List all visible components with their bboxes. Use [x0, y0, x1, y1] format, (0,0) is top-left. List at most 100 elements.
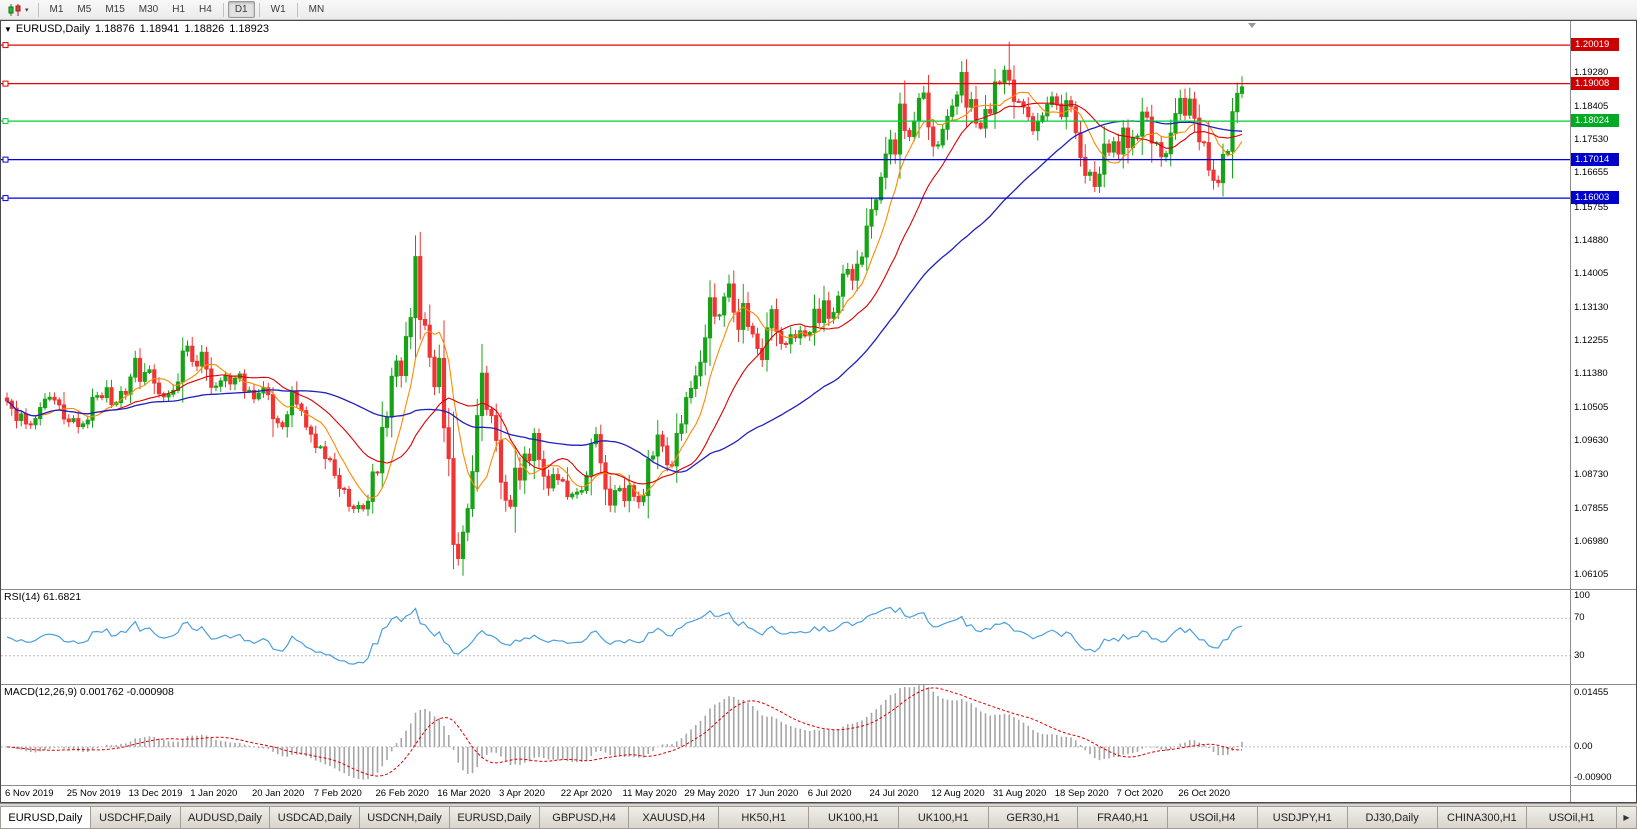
chart-window: ▼ EURUSD,Daily 1.18876 1.18941 1.18826 1.1892… [0, 20, 1637, 803]
time-axis-label: 3 Apr 2020 [499, 788, 545, 799]
window-tab-eurusd-daily[interactable]: EURUSD,Daily [0, 806, 91, 829]
price-axis-label: 1.06105 [1574, 569, 1609, 581]
price-axis-label: 1.06980 [1574, 536, 1609, 548]
price-axis-label: 1.19280 [1574, 67, 1609, 79]
window-tab-hk50-h1[interactable]: HK50,H1 [719, 806, 810, 829]
timeframe-button-m5[interactable]: M5 [77, 4, 92, 15]
price-axis-label: 1.14005 [1574, 268, 1609, 280]
timeframe-button-m30[interactable]: M30 [138, 4, 159, 15]
hline-price-tag: 1.17014 [1571, 152, 1619, 166]
toolbar-separator [296, 2, 298, 17]
macd-label: MACD(12,26,9) 0.001762 -0.000908 [4, 686, 174, 698]
time-axis-label: 29 May 2020 [684, 788, 740, 799]
time-axis-label: 17 Jun 2020 [746, 788, 799, 799]
timeframe-button-h4[interactable]: H4 [199, 4, 212, 15]
macd-plot[interactable]: MACD(12,26,9) 0.001762 -0.000908 [1, 685, 1570, 785]
rsi-pane: RSI(14) 61.6821 100 70 30 [1, 589, 1636, 684]
window-tab-uk100-h1[interactable]: UK100,H1 [809, 806, 899, 829]
price-axis-label: 1.14880 [1574, 234, 1609, 246]
window-tab-ger30-h1[interactable]: GER30,H1 [988, 806, 1079, 829]
chevron-down-icon: ▾ [25, 6, 29, 14]
time-axis-label: 20 Jan 2020 [252, 788, 305, 799]
candlestick-layer [1, 23, 1570, 576]
timeframe-button-w1[interactable]: W1 [270, 4, 286, 15]
timeframe-button-m15[interactable]: M15 [105, 4, 125, 15]
window-tab-dj30-daily[interactable]: DJ30,Daily [1347, 806, 1438, 829]
time-axis-label: 7 Oct 2020 [1116, 788, 1163, 799]
time-axis-label: 13 Dec 2019 [128, 788, 183, 799]
time-axis-label: 24 Jul 2020 [869, 788, 919, 799]
rsi-axis-label: 30 [1574, 649, 1585, 661]
price-axis[interactable]: 1.20019 1.19008 1.18024 1.17014 1.16003 1.192… [1570, 21, 1636, 589]
time-axis-label: 1 Jan 2020 [190, 788, 238, 799]
timeframe-button-m1[interactable]: M1 [49, 4, 64, 15]
timeframe-button-mn[interactable]: MN [308, 4, 325, 15]
window-tab-fra40-h1[interactable]: FRA40,H1 [1078, 806, 1169, 829]
window-tab-usoil-h1[interactable]: USOil,H1 [1527, 806, 1618, 829]
hline-price-tag: 1.16003 [1571, 191, 1619, 205]
window-tab-uk100-h1[interactable]: UK100,H1 [898, 806, 989, 829]
price-axis-label: 1.10505 [1574, 401, 1609, 413]
timeframe-button-d1[interactable]: D1 [227, 1, 255, 18]
time-axis-corner [1570, 786, 1636, 802]
window-tab-audusd-daily[interactable]: AUDUSD,Daily [180, 806, 271, 829]
window-tab-usdjpy-h1[interactable]: USDJPY,H1 [1257, 806, 1348, 829]
candlestick-chart-icon [8, 3, 21, 16]
price-axis-label: 1.13130 [1574, 301, 1609, 313]
window-tab-eurusd-daily[interactable]: EURUSD,Daily [449, 806, 540, 829]
macd-axis[interactable]: 0.01455 0.00 -0.00900 [1570, 685, 1636, 785]
time-axis-label: 16 Mar 2020 [437, 788, 491, 799]
price-axis-label: 1.09630 [1574, 435, 1609, 447]
hline-price-tag: 1.20019 [1571, 38, 1619, 52]
time-axis-labels: 6 Nov 2019 25 Nov 2019 13 Dec 2019 1 Jan 20… [1, 786, 1570, 802]
window-tab-usdcnh-daily[interactable]: USDCNH,Daily [360, 806, 450, 829]
tab-scroll-right-button[interactable]: ▶ [1617, 806, 1637, 829]
time-axis-label: 18 Sep 2020 [1054, 788, 1109, 799]
symbol-dropdown-arrow[interactable]: ▼ [4, 25, 12, 34]
rsi-label: RSI(14) 61.6821 [4, 591, 82, 603]
ohlc-high: 1.18941 [139, 23, 180, 35]
price-axis-label: 1.12255 [1574, 335, 1609, 347]
window-tab-xauusd-h4[interactable]: XAUUSD,H4 [629, 806, 720, 829]
time-axis-label: 11 May 2020 [622, 788, 677, 799]
rsi-plot[interactable]: RSI(14) 61.6821 [1, 590, 1570, 684]
time-axis-label: 26 Oct 2020 [1178, 788, 1231, 799]
time-axis-label: 25 Nov 2019 [66, 788, 121, 799]
window-tab-usdcad-daily[interactable]: USDCAD,Daily [270, 806, 361, 829]
time-axis-label: 6 Nov 2019 [5, 788, 54, 799]
window-tab-usdchf-daily[interactable]: USDCHF,Daily [90, 806, 181, 829]
price-axis-label: 1.15755 [1574, 201, 1609, 213]
ohlc-open: 1.18876 [94, 23, 135, 35]
price-axis-label: 1.07855 [1574, 502, 1609, 514]
timeframe-button-h1[interactable]: H1 [172, 4, 186, 15]
time-axis-label: 7 Feb 2020 [313, 788, 362, 799]
hline-price-tag: 1.18024 [1571, 114, 1619, 128]
main-chart-plot[interactable]: ▼ EURUSD,Daily 1.18876 1.18941 1.18826 1.1892… [1, 21, 1570, 589]
rsi-axis-label: 100 [1574, 590, 1590, 601]
window-tab-gbpusd-h4[interactable]: GBPUSD,H4 [539, 806, 630, 829]
rsi-axis[interactable]: 100 70 30 [1570, 590, 1636, 684]
price-axis-label: 1.16655 [1574, 167, 1609, 179]
rsi-line-layer [1, 606, 1570, 665]
window-tab-usoil-h4[interactable]: USOil,H4 [1168, 806, 1258, 829]
chart-type-button[interactable]: ▾ [3, 2, 34, 18]
toolbar: ▾ M1 M5 M15 M30 H1 H4 D1 W1 MN [0, 0, 1637, 20]
time-axis[interactable]: 6 Nov 2019 25 Nov 2019 13 Dec 2019 1 Jan 20… [1, 785, 1636, 802]
time-axis-label: 6 Jul 2020 [807, 788, 852, 799]
toolbar-separator [222, 2, 224, 17]
toolbar-separator [258, 2, 260, 17]
price-axis-label: 1.08730 [1574, 469, 1609, 481]
price-axis-label: 1.18405 [1574, 100, 1609, 112]
window-tab-bar: EURUSD,Daily USDCHF,Daily AUDUSD,Daily USDC… [0, 803, 1637, 829]
symbol-label: EURUSD,Daily [15, 23, 90, 35]
hline-price-tag: 1.19008 [1571, 76, 1619, 90]
macd-axis-label: 0.00 [1574, 740, 1593, 752]
time-axis-label: 12 Aug 2020 [931, 788, 985, 799]
window-tab-china300-h1[interactable]: CHINA300,H1 [1437, 806, 1528, 829]
window-tabs: EURUSD,Daily USDCHF,Daily AUDUSD,Daily USDC… [0, 806, 1618, 829]
time-axis-label: 22 Apr 2020 [560, 788, 612, 799]
macd-axis-label: -0.00900 [1574, 772, 1612, 783]
price-axis-label: 1.17530 [1574, 133, 1609, 145]
macd-layer [1, 685, 1570, 780]
